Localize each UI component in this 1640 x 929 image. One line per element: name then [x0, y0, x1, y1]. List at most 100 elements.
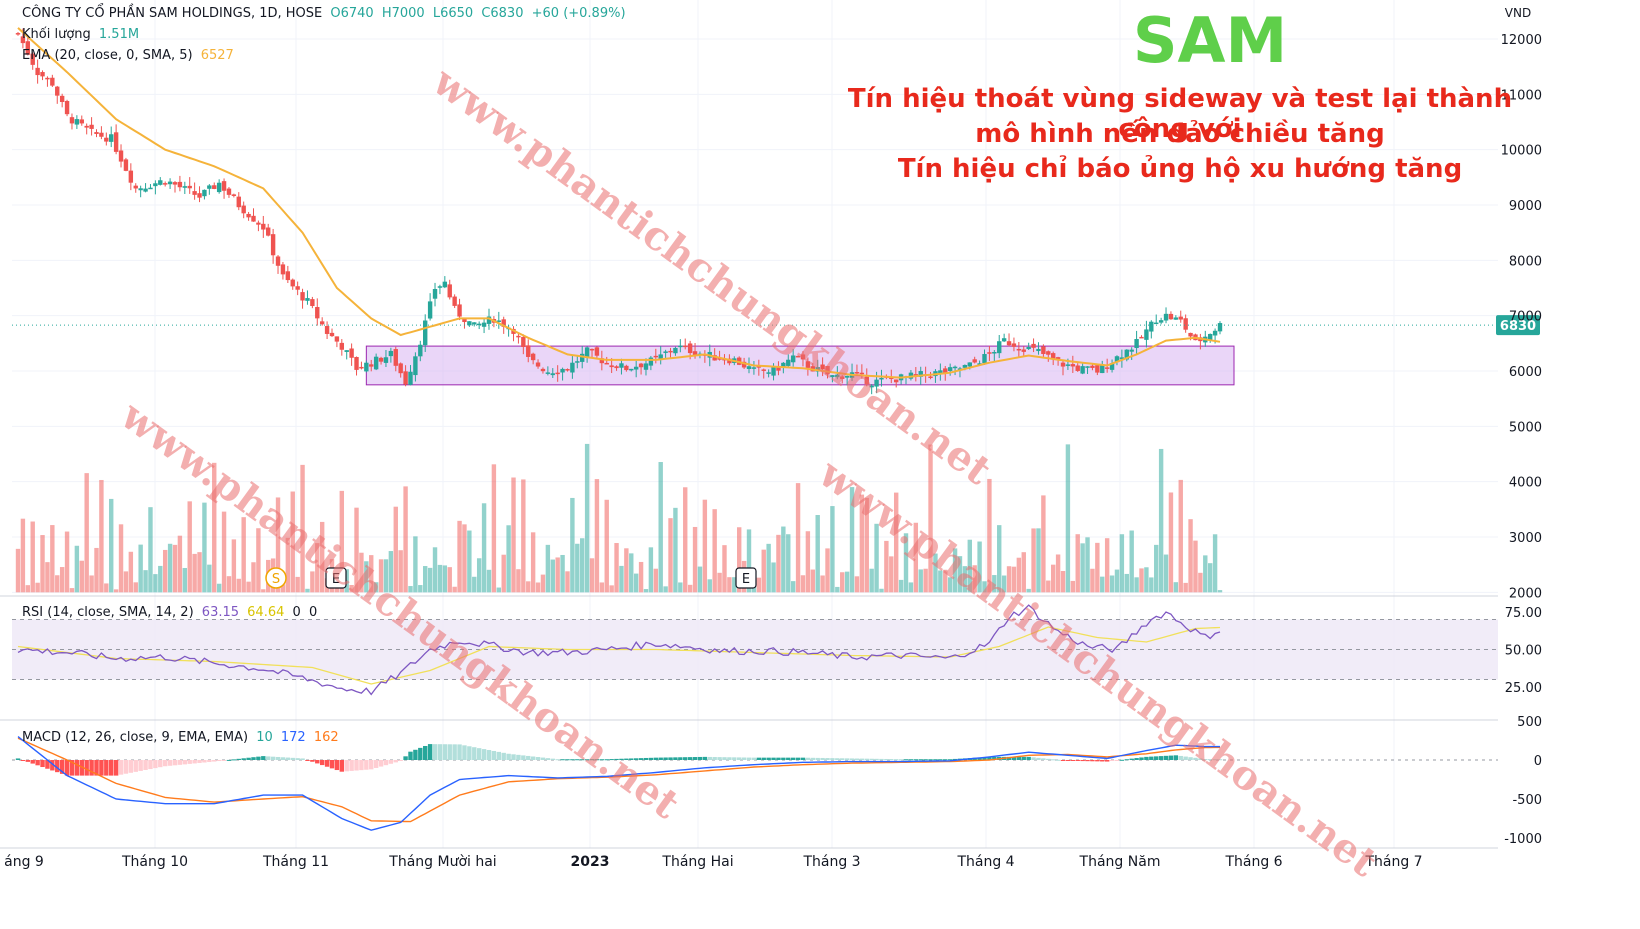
candle-body — [388, 350, 394, 357]
volume-bar — [854, 576, 860, 593]
rsi-line — [17, 604, 1221, 696]
volume-bar — [1193, 540, 1198, 593]
volume-bar — [565, 571, 570, 593]
macd-histogram-bar — [467, 746, 472, 760]
volume-bar — [761, 549, 766, 593]
macd-histogram-bar — [1070, 760, 1076, 761]
candle-body — [962, 365, 968, 368]
candle-body — [226, 188, 232, 195]
candle-body — [1212, 330, 1218, 336]
macd-histogram-bar — [212, 760, 217, 762]
macd-histogram-bar — [1090, 760, 1095, 762]
volume-bar — [418, 585, 423, 593]
candle-body — [643, 363, 649, 370]
macd-histogram-bar — [1129, 758, 1134, 760]
macd-histogram-bar — [138, 760, 143, 771]
volume-bar — [295, 576, 300, 593]
signal-line — [17, 737, 1220, 823]
candle-body — [565, 369, 570, 371]
macd-histogram-bar — [756, 757, 762, 760]
macd-histogram-bar — [398, 760, 403, 761]
volume-bar — [1212, 534, 1218, 593]
volume-bar — [614, 543, 619, 593]
candle-body — [290, 279, 295, 287]
macd-histogram-bar — [555, 759, 560, 761]
volume-bar — [30, 521, 35, 593]
earnings-badge-icon — [735, 567, 757, 589]
volume-bar — [707, 579, 712, 593]
candle-body — [192, 191, 197, 195]
macd-histogram-bar — [457, 744, 462, 760]
candle-body — [1104, 367, 1110, 369]
candle-body — [295, 286, 300, 290]
candle-body — [359, 366, 364, 369]
macd-histogram-bar — [1173, 755, 1179, 760]
volume-bar — [884, 540, 889, 593]
candle-body — [261, 223, 266, 230]
candle-body — [1021, 349, 1026, 352]
rsi-upper-value: 0 — [292, 605, 301, 620]
macd-histogram-bar — [187, 760, 192, 764]
macd-histogram-bar — [1085, 760, 1090, 762]
macd-histogram-bar — [619, 758, 624, 760]
candle-body — [256, 222, 261, 225]
volume-bar — [776, 534, 781, 593]
candle-body — [486, 316, 492, 324]
volume-bar — [364, 561, 369, 593]
volume-bar — [241, 517, 246, 593]
volume-bar — [982, 581, 987, 593]
macd-histogram-bar — [1060, 760, 1066, 761]
volume-bar — [962, 566, 968, 593]
candle-body — [864, 376, 869, 385]
volume-bar — [800, 575, 806, 593]
volume-bar — [472, 576, 477, 593]
candle-body — [148, 187, 153, 190]
candle-body — [202, 189, 207, 197]
volume-bar — [795, 483, 801, 593]
last-price-label: 6830 — [1500, 319, 1536, 334]
macd-histogram-bar — [1065, 760, 1071, 761]
macd-label: MACD (12, 26, close, 9, EMA, EMA) — [22, 730, 249, 745]
volume-bar — [486, 569, 492, 593]
macd-histogram-bar — [697, 756, 703, 760]
volume-bar — [1124, 573, 1129, 593]
macd-histogram-bar — [943, 759, 948, 761]
ticker-annotation: SAM — [1132, 4, 1288, 77]
macd-histogram-bar — [1021, 756, 1026, 760]
macd-histogram-bar — [1095, 760, 1100, 762]
annotation-line-3: Tín hiệu chỉ báo ủng hộ xu hướng tăng — [897, 154, 1463, 184]
volume-bar — [1080, 543, 1085, 593]
candle-body — [25, 41, 31, 55]
volume-bar — [99, 479, 104, 593]
macd-histogram-bar — [624, 758, 629, 760]
macd-histogram-bar — [79, 760, 84, 776]
volume-bar — [1114, 569, 1120, 593]
price-tick-label: 9000 — [1509, 199, 1542, 214]
macd-histogram-bar — [643, 757, 649, 760]
candle-body — [889, 377, 894, 380]
volume-bar — [599, 582, 605, 593]
macd-histogram-bar — [30, 760, 35, 764]
last-price-tag — [1496, 315, 1540, 336]
candle-body — [99, 132, 104, 137]
candle-body — [452, 296, 457, 306]
volume-bar — [182, 567, 188, 593]
candle-body — [599, 358, 605, 364]
candle-body — [893, 379, 899, 383]
candle-body — [1129, 349, 1134, 352]
high-value: H7000 — [381, 6, 425, 21]
volume-bar — [50, 525, 55, 593]
axes: 6830VND120001100010000900080007000600050… — [4, 6, 1542, 870]
candle-body — [1065, 364, 1071, 366]
volume-bar — [584, 443, 590, 593]
candle-body — [1080, 366, 1085, 374]
close-value: C6830 — [481, 6, 524, 21]
volume-bar — [928, 444, 933, 593]
macd-histogram-bar — [280, 757, 286, 760]
macd-histogram-bar — [148, 760, 153, 770]
volume-bar — [300, 464, 305, 593]
volume-bar — [491, 464, 497, 593]
macd-histogram-bar — [746, 757, 752, 760]
